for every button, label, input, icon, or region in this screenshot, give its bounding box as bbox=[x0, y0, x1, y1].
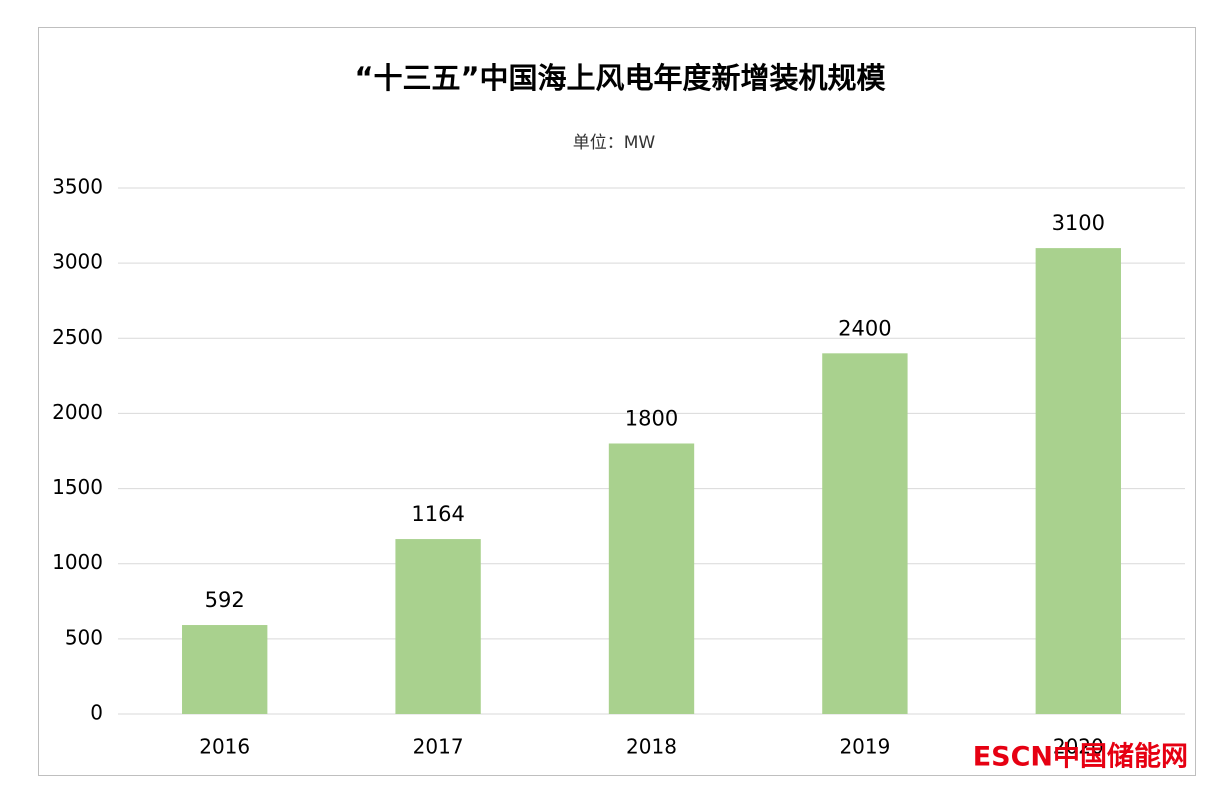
y-tick-label: 3500 bbox=[52, 175, 103, 199]
data-label: 592 bbox=[205, 588, 245, 612]
bar bbox=[1035, 248, 1121, 714]
y-tick-label: 2000 bbox=[52, 400, 103, 424]
y-tick-label: 500 bbox=[65, 625, 103, 649]
watermark: ESCN中国储能网 bbox=[973, 741, 1188, 773]
x-tick-label: 2019 bbox=[839, 735, 890, 759]
bar bbox=[182, 625, 268, 714]
y-tick-label: 2500 bbox=[52, 325, 103, 349]
bar bbox=[608, 443, 695, 714]
x-tick-label: 2018 bbox=[626, 735, 677, 759]
data-label: 1164 bbox=[411, 502, 464, 526]
y-tick-label: 3000 bbox=[52, 250, 103, 274]
data-label: 1800 bbox=[625, 406, 678, 430]
data-label: 3100 bbox=[1052, 211, 1105, 235]
x-tick-label: 2016 bbox=[199, 735, 250, 759]
y-tick-label: 0 bbox=[90, 701, 103, 725]
x-tick-label: 2017 bbox=[413, 735, 464, 759]
chart-subtitle: 单位：MW bbox=[573, 133, 656, 153]
bar bbox=[395, 539, 481, 714]
x-tick-label: 2020 bbox=[1053, 735, 1104, 759]
chart-title: “十三五”中国海上风电年度新增装机规模 bbox=[354, 61, 886, 95]
bar bbox=[822, 353, 908, 714]
data-label: 2400 bbox=[838, 316, 891, 340]
y-tick-label: 1500 bbox=[52, 475, 103, 499]
y-tick-label: 1000 bbox=[52, 550, 103, 574]
